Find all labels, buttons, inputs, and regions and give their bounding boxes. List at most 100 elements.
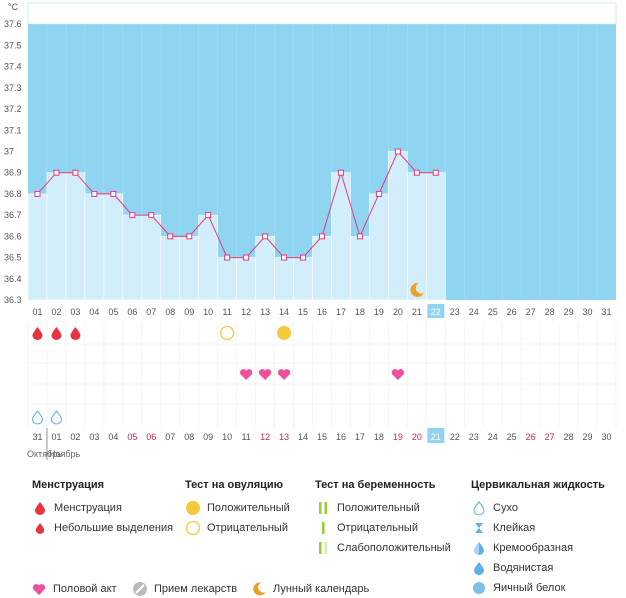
calendar-date-axis[interactable]: 31 01 02 03 04 05 06 07 08 09 10 11 12 13 14 15 16 17 18 19… [27, 428, 612, 460]
cycle-day-label[interactable]: 25 [488, 307, 498, 317]
calendar-date-label[interactable]: 18 [374, 432, 384, 442]
calendar-date-label[interactable]: 19 [393, 432, 403, 442]
calendar-date-label[interactable]: 10 [222, 432, 232, 442]
legend-label: Положительный [207, 502, 290, 514]
outline-circle-icon [185, 520, 201, 536]
cycle-day-label[interactable]: 01 [32, 307, 42, 317]
cycle-day-label[interactable]: 07 [146, 307, 156, 317]
creamy-drop-icon [471, 540, 487, 556]
heart-icon [391, 369, 405, 380]
temperature-point [243, 254, 250, 261]
calendar-date-label[interactable]: 04 [108, 432, 118, 442]
temperature-bar [179, 236, 200, 301]
calendar-date-label[interactable]: 28 [564, 432, 574, 442]
legend-item: Менструация [32, 498, 173, 518]
cycle-day-label[interactable]: 29 [564, 307, 574, 317]
calendar-date-label[interactable]: 01 [51, 432, 61, 442]
calendar-date-label[interactable]: 24 [488, 432, 498, 442]
cycle-day-axis[interactable]: 01 02 03 04 05 06 07 08 09 10 11 12 13 14 15 16 17 18 19 20… [32, 304, 612, 318]
temperature-bar [46, 172, 67, 301]
moon-icon [250, 580, 268, 598]
temperature-bar [122, 214, 143, 301]
cycle-day-label[interactable]: 14 [279, 307, 289, 317]
cycle-day-label[interactable]: 04 [89, 307, 99, 317]
heart-icon [30, 580, 48, 598]
calendar-date-label[interactable]: 07 [165, 432, 175, 442]
temperature-bar [274, 257, 294, 301]
calendar-date-label[interactable]: 31 [32, 432, 42, 442]
cycle-day-label[interactable]: 10 [203, 307, 213, 317]
calendar-date-label[interactable]: 16 [336, 432, 346, 442]
cycle-day-label[interactable]: 31 [602, 307, 612, 317]
cycle-day-label[interactable]: 30 [583, 307, 593, 317]
cycle-day-label[interactable]: 22 [431, 307, 441, 317]
cycle-day-label[interactable]: 27 [526, 307, 536, 317]
cycle-day-label[interactable]: 15 [298, 307, 308, 317]
cycle-day-label[interactable]: 02 [51, 307, 61, 317]
cycle-day-label[interactable]: 19 [374, 307, 384, 317]
temperature-bar [236, 257, 256, 301]
calendar-date-label[interactable]: 15 [317, 432, 327, 442]
cycle-day-label[interactable]: 21 [412, 307, 422, 317]
calendar-date-label[interactable]: 08 [184, 432, 194, 442]
calendar-date-label[interactable]: 14 [298, 432, 308, 442]
cycle-day-label[interactable]: 17 [336, 307, 346, 317]
cycle-day-label[interactable]: 11 [222, 307, 231, 317]
hourglass-icon [471, 520, 487, 536]
legend-cervical-fluid: Цервикальная жидкость Сухо Клейкая Кремо… [471, 479, 605, 598]
current-date-highlight [427, 428, 445, 443]
cycle-day-label[interactable]: 18 [355, 307, 365, 317]
blood-drop-icon [32, 500, 48, 516]
legend-label: Половой акт [53, 583, 117, 595]
calendar-date-label[interactable]: 12 [260, 432, 270, 442]
temperature-bar [217, 257, 237, 301]
calendar-date-label[interactable]: 30 [602, 432, 612, 442]
temperature-point [300, 254, 307, 261]
cycle-day-label[interactable]: 06 [127, 307, 137, 317]
small-drop-icon [32, 520, 48, 536]
temperature-bar [407, 172, 427, 301]
cycle-day-label[interactable]: 28 [545, 307, 555, 317]
cycle-day-label[interactable]: 12 [241, 307, 251, 317]
moon-icon [410, 282, 424, 297]
y-tick-label: 37.4 [4, 62, 22, 72]
calendar-date-label[interactable]: 11 [241, 432, 250, 442]
calendar-date-label[interactable]: 20 [412, 432, 422, 442]
temperature-bar [27, 193, 48, 301]
cycle-day-label[interactable]: 13 [260, 307, 270, 317]
filled-circle-icon [185, 500, 201, 516]
calendar-date-label[interactable]: 03 [89, 432, 99, 442]
legend-item: Клейкая [471, 518, 605, 538]
calendar-date-label[interactable]: 26 [526, 432, 536, 442]
calendar-date-label[interactable]: 05 [127, 432, 137, 442]
legend-label: Менструация [54, 502, 122, 514]
calendar-date-label[interactable]: 23 [469, 432, 479, 442]
ovulation-negative-icon [220, 325, 235, 341]
temperature-point [356, 233, 363, 240]
calendar-date-label[interactable]: 17 [355, 432, 365, 442]
calendar-date-label[interactable]: 02 [70, 432, 80, 442]
legend-medication: Прием лекарств [131, 580, 237, 598]
egg-white-icon [471, 580, 487, 596]
calendar-date-label[interactable]: 25 [507, 432, 517, 442]
cycle-day-label[interactable]: 09 [184, 307, 194, 317]
calendar-date-label[interactable]: 06 [146, 432, 156, 442]
cycle-day-label[interactable]: 23 [450, 307, 460, 317]
calendar-date-label[interactable]: 09 [203, 432, 213, 442]
cycle-day-label[interactable]: 16 [317, 307, 327, 317]
cycle-day-label[interactable]: 26 [507, 307, 517, 317]
temperature-point [224, 254, 231, 261]
marker-rows [27, 282, 617, 428]
cycle-day-label[interactable]: 03 [70, 307, 80, 317]
legend-label: Яичный белок [493, 582, 566, 594]
cycle-day-label[interactable]: 08 [165, 307, 175, 317]
calendar-date-label[interactable]: 27 [545, 432, 555, 442]
cycle-day-label[interactable]: 24 [469, 307, 479, 317]
calendar-date-label[interactable]: 13 [279, 432, 289, 442]
legend-item: Отрицательный [315, 518, 451, 538]
calendar-date-label[interactable]: 21 [431, 432, 441, 442]
cycle-day-label[interactable]: 20 [393, 307, 403, 317]
calendar-date-label[interactable]: 22 [450, 432, 460, 442]
cycle-day-label[interactable]: 05 [108, 307, 118, 317]
calendar-date-label[interactable]: 29 [583, 432, 593, 442]
